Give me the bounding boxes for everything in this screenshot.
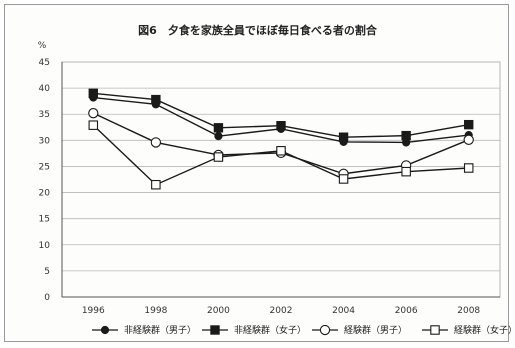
- legend-item: 非経験群（女子）: [202, 324, 306, 336]
- data-point: [88, 108, 99, 119]
- data-point: [276, 146, 286, 156]
- series-2: [88, 88, 474, 142]
- legend-marker: [100, 325, 110, 335]
- y-tick-label: 15: [39, 215, 50, 225]
- x-tick-label: 1996: [82, 306, 105, 316]
- x-tick-label: 2002: [270, 306, 293, 316]
- x-tick-label: 2006: [395, 306, 418, 316]
- data-point: [150, 137, 162, 148]
- data-point: [151, 94, 161, 105]
- data-point: [88, 88, 98, 99]
- y-tick-label: 45: [39, 58, 50, 68]
- y-tick-label: 40: [39, 84, 51, 94]
- legend-item: 経験群（女子）: [422, 324, 515, 336]
- data-point: [151, 179, 161, 190]
- legend-label: 非経験群（男子）: [124, 324, 196, 336]
- data-point: [401, 130, 411, 141]
- legend-marker: [430, 325, 440, 335]
- data-point: [463, 134, 474, 145]
- x-tick-label: 2008: [457, 306, 480, 316]
- data-point: [338, 132, 349, 142]
- chart-title: 図6 夕食を家族全員でほぼ毎日食べる者の割合: [138, 24, 377, 37]
- y-tick-label: 20: [39, 189, 51, 199]
- axes: 0 5 10 15 20 25 30 35 40 45% 1996 1998 2000 2002 2004 2…: [38, 41, 500, 316]
- data-point: [276, 121, 286, 131]
- y-tick-label: 10: [39, 241, 51, 251]
- legend-item: 経験群（男子）: [312, 324, 407, 336]
- y-axis-unit: %: [38, 41, 47, 51]
- data-point: [214, 132, 223, 141]
- data-point: [213, 152, 224, 162]
- series-line: [93, 96, 469, 144]
- y-tick-label: 5: [44, 267, 50, 277]
- legend-item: 非経験群（男子）: [92, 324, 196, 336]
- data-point: [88, 120, 99, 130]
- data-point: [401, 166, 411, 177]
- x-tick-label: 2004: [332, 306, 355, 316]
- data-point: [463, 163, 474, 173]
- series-4: [88, 120, 474, 190]
- data-point: [338, 174, 349, 184]
- y-tick-label: 30: [39, 136, 51, 146]
- data-point: [464, 119, 474, 130]
- series-3: [88, 108, 474, 179]
- y-tick-label: 0: [44, 293, 50, 303]
- x-tick-label: 1998: [144, 306, 167, 316]
- legend-marker: [319, 324, 331, 336]
- series-layer: [88, 88, 474, 190]
- chart-frame: [4, 4, 509, 342]
- legend: 非経験群（男子） 非経験群（女子） 経験群（男子） 経験群（女子）: [92, 324, 515, 336]
- legend-label: 経験群（女子）: [454, 324, 515, 336]
- x-tick-label: 2000: [207, 306, 230, 316]
- legend-label: 非経験群（女子）: [234, 324, 306, 336]
- y-tick-label: 25: [39, 162, 50, 172]
- legend-label: 経験群（男子）: [344, 324, 407, 336]
- legend-marker: [210, 325, 220, 335]
- y-tick-label: 35: [39, 110, 50, 120]
- data-point: [213, 123, 224, 133]
